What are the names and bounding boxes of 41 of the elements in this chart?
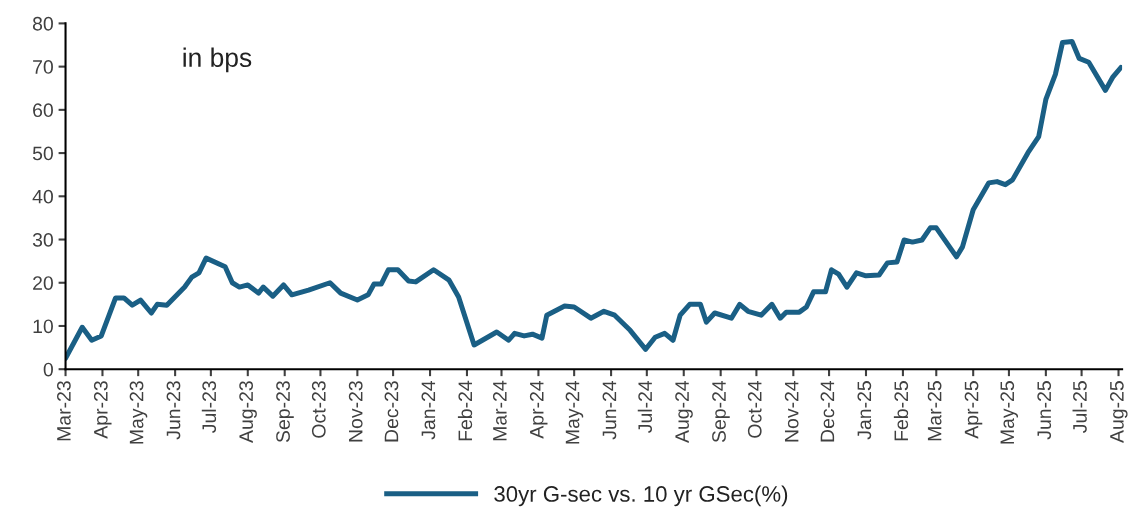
x-tick-label: May-24: [565, 380, 584, 444]
y-tick-label: 0: [43, 362, 53, 377]
x-tick-label: May-25: [1000, 381, 1018, 444]
x-tick-label: Jul-24: [637, 380, 653, 433]
x-tick-label: Nov-24: [784, 380, 799, 442]
x-tick-label: Oct-23: [311, 381, 326, 438]
x-tick-label: Jun-24: [602, 380, 617, 440]
x-tick-label: Aug-23: [239, 381, 257, 443]
x-tick-label: Dec-24: [820, 380, 835, 442]
x-tick-label: Apr-25: [964, 381, 983, 439]
y-tick-label: 80: [32, 16, 53, 31]
x-tick-label: Jan-25: [857, 381, 872, 440]
legend-label: 30yr G-sec vs. 10 yr GSec(%): [494, 485, 788, 507]
y-tick-label: 30: [32, 232, 53, 247]
x-tick-label: Nov-23: [348, 381, 363, 442]
y-tick-label: 70: [33, 60, 53, 74]
x-tick-label: Apr-23: [93, 381, 112, 439]
x-tick-label: Jun-25: [1037, 381, 1052, 440]
x-tick-label: Sep-23: [276, 381, 294, 443]
x-tick-label: Aug-24: [675, 380, 693, 443]
x-tick-label: Dec-23: [384, 381, 399, 442]
x-tick-label: Mar-23: [56, 381, 71, 441]
x-tick-label: Jul-25: [1072, 381, 1087, 433]
x-tick-label: Apr-24: [529, 380, 548, 439]
x-tick-label: Jan-24: [421, 380, 436, 440]
y-tick-label: 60: [33, 103, 53, 118]
x-tick-label: Feb-24: [457, 380, 473, 441]
y-tick-label: 20: [33, 276, 53, 290]
x-tick-label: May-23: [129, 381, 148, 444]
x-tick-label: Sep-24: [712, 380, 730, 443]
x-tick-label: Jun-23: [166, 381, 181, 440]
x-tick-label: Aug-25: [1109, 381, 1128, 443]
x-tick-label: Mar-24: [492, 380, 507, 441]
y-tick-label: 40: [32, 189, 53, 204]
x-tick-label: Oct-24: [747, 380, 762, 438]
x-tick-label: Mar-25: [927, 381, 942, 441]
y-tick-label: 50: [32, 146, 53, 161]
x-tick-label: Jul-23: [201, 381, 217, 433]
y-tick-label: 10: [33, 319, 53, 334]
annotation: in bps: [183, 47, 252, 73]
x-tick-label: Feb-25: [893, 381, 909, 441]
